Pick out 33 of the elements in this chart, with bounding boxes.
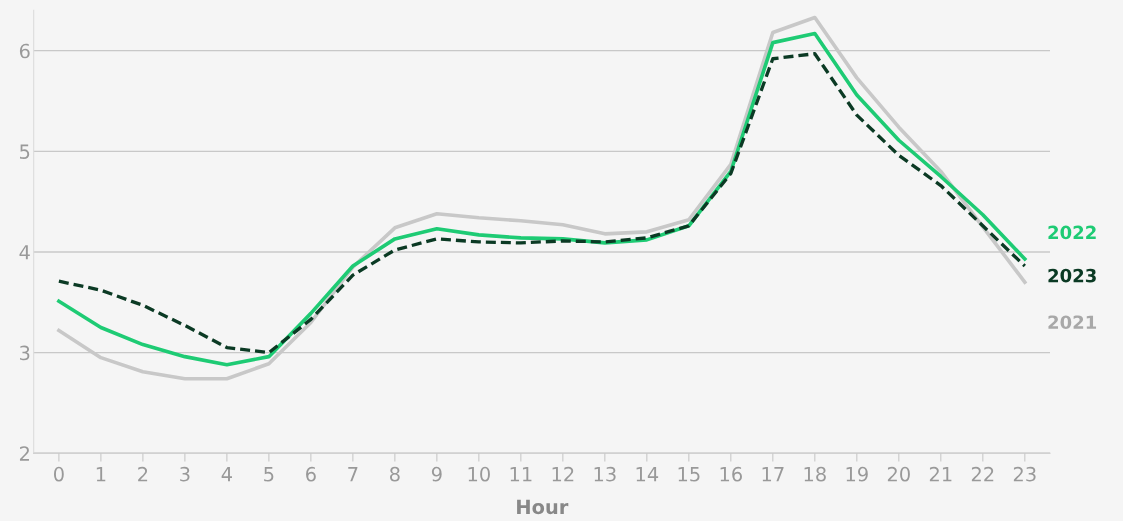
x-tick-label: 0 <box>53 466 64 482</box>
x-tick-label: 2 <box>138 466 148 482</box>
x-tick-label: 15 <box>678 467 700 482</box>
x-tick-label: 9 <box>431 466 442 482</box>
y-tick-label: 2 <box>19 446 29 461</box>
x-tick-label: 3 <box>180 466 190 482</box>
x-axis-title: Hour <box>517 499 569 515</box>
x-tick-label: 20 <box>887 466 910 482</box>
y-tick-label: 4 <box>19 245 30 260</box>
y-tick-label: 3 <box>20 345 30 361</box>
x-tick-label: 22 <box>971 466 994 482</box>
x-tick-label: 16 <box>720 466 742 482</box>
series-label: 2022 <box>1048 225 1096 240</box>
x-tick-label: 6 <box>306 466 316 482</box>
x-tick-label: 4 <box>221 467 232 482</box>
text: 2021 <box>1048 315 1097 330</box>
x-tick-label: 11 <box>510 467 532 482</box>
x-tick-label: 23 <box>1013 466 1036 482</box>
x-tick-label: 1 <box>96 467 106 482</box>
series-label: 2023 <box>1048 268 1096 283</box>
x-tick-label: 19 <box>846 466 868 482</box>
x-tick-label: 8 <box>389 466 400 482</box>
y-tick-label: 5 <box>20 144 30 159</box>
x-tick-label: 21 <box>929 466 952 482</box>
x-tick-label: 17 <box>762 467 784 482</box>
x-tick-label: 18 <box>804 466 826 482</box>
x-tick-label: 10 <box>468 466 490 482</box>
x-tick-label: 5 <box>264 467 274 482</box>
x-tick-label: 13 <box>594 466 616 482</box>
x-tick-label: 12 <box>552 466 574 482</box>
x-tick-label: 14 <box>636 467 659 482</box>
y-tick-label: 6 <box>19 43 30 59</box>
x-tick-label: 7 <box>348 467 358 482</box>
